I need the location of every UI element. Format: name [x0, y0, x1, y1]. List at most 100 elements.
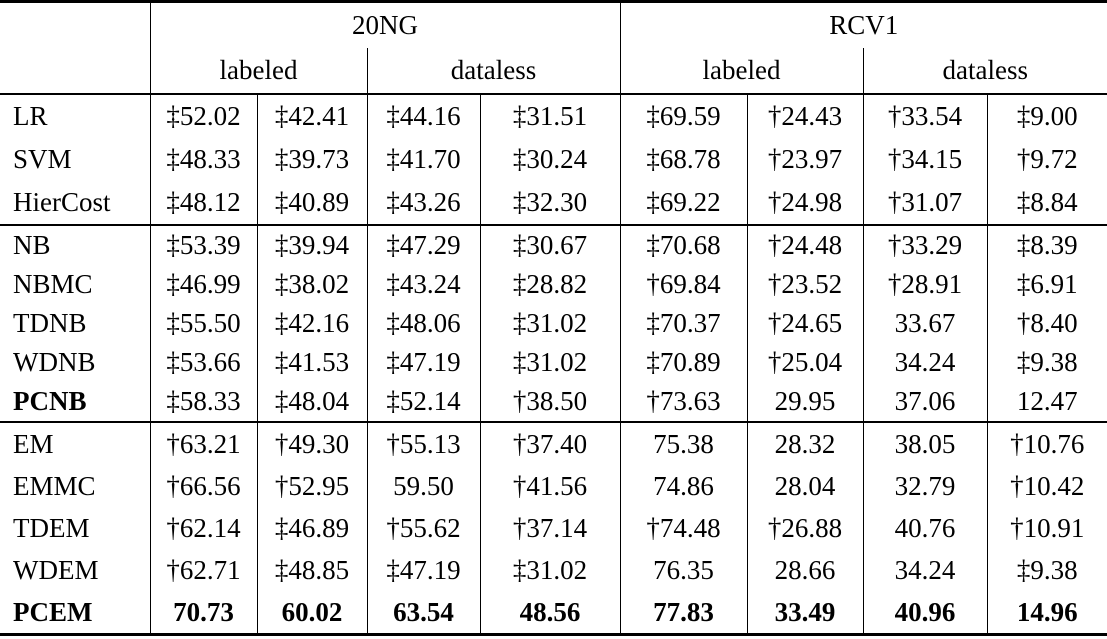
header-row-settings: labeled dataless labeled dataless [0, 48, 1107, 95]
value-cell: ‡47.19 [366, 549, 480, 591]
subheader-rcv1-labeled: labeled [619, 48, 863, 95]
corner-cell [0, 2, 150, 49]
value-cell: †8.40 [986, 304, 1107, 343]
value-cell: †23.97 [746, 138, 863, 181]
value-cell: †66.56 [149, 465, 257, 507]
row-label-nb: NB [0, 224, 150, 265]
value-cell: 12.47 [986, 382, 1107, 422]
table-row-lr: LR ‡52.02 ‡42.41 ‡44.16 ‡31.51 ‡69.59 †24.43 †3… [0, 94, 1107, 138]
value-cell: 40.96 [862, 591, 987, 635]
row-label-hiercost: HierCost [13, 187, 111, 217]
table-header: 20NG RCV1 labeled dataless labeled datal… [0, 1, 1107, 95]
value-cell: †10.76 [986, 421, 1107, 465]
value-cell: †34.15 [862, 138, 987, 181]
value-cell: †24.48 [746, 224, 863, 265]
value-cell: †24.98 [746, 181, 863, 225]
value-cell: 74.86 [619, 465, 747, 507]
value-cell: 75.38 [619, 421, 747, 465]
value-cell: 76.35 [619, 549, 747, 591]
value-cell: ‡46.99 [149, 265, 257, 304]
value-cell: ‡30.24 [479, 138, 620, 181]
value-cell: 28.66 [746, 549, 863, 591]
value-cell: †28.91 [862, 265, 987, 304]
value-cell: ‡69.22 [619, 181, 747, 225]
value-cell: ‡28.82 [479, 265, 620, 304]
value-cell: ‡31.51 [479, 94, 620, 138]
value-cell: ‡31.02 [479, 343, 620, 382]
value-cell: 38.05 [862, 421, 987, 465]
value-cell: †55.62 [366, 507, 480, 549]
table-row-wdem: WDEM †62.71 ‡48.85 ‡47.19 ‡31.02 76.35 28.66 34… [0, 549, 1107, 591]
value-cell: ‡39.94 [256, 224, 367, 265]
value-cell: ‡48.12 [149, 181, 257, 225]
subheader-20ng-labeled: labeled [149, 48, 367, 95]
value-cell: 37.06 [862, 382, 987, 422]
value-cell: ‡48.85 [256, 549, 367, 591]
table-body: LR ‡52.02 ‡42.41 ‡44.16 ‡31.51 ‡69.59 †24.43 †3… [0, 94, 1107, 635]
table-row-svm: SVM ‡48.33 ‡39.73 ‡41.70 ‡30.24 ‡68.78 †23.97 †… [0, 138, 1107, 181]
value-cell: †38.50 [479, 382, 620, 422]
value-cell: 34.24 [862, 549, 987, 591]
value-cell: †69.84 [619, 265, 747, 304]
value-cell: †73.63 [619, 382, 747, 422]
table-row-em: EM †63.21 †49.30 †55.13 †37.40 75.38 28.32 38.0… [0, 421, 1107, 465]
value-cell: ‡52.02 [149, 94, 257, 138]
row-label-tdnb: TDNB [13, 308, 87, 338]
value-cell: ‡32.30 [479, 181, 620, 225]
value-cell: ‡53.39 [149, 224, 257, 265]
value-cell: †25.04 [746, 343, 863, 382]
table-row-tdnb: TDNB ‡55.50 ‡42.16 ‡48.06 ‡31.02 ‡70.37 †24.65… [0, 304, 1107, 343]
row-label-wdnb: WDNB [13, 347, 96, 377]
value-cell: ‡9.38 [986, 549, 1107, 591]
row-label-wdem: WDEM [13, 554, 99, 585]
table-row-pcnb: PCNB ‡58.33 ‡48.04 ‡52.14 †38.50 †73.63 29.95 3… [0, 382, 1107, 422]
value-cell: ‡39.73 [256, 138, 367, 181]
value-cell: †62.71 [149, 549, 257, 591]
row-label-svm: SVM [13, 144, 72, 174]
value-cell: †55.13 [366, 421, 480, 465]
value-cell: †74.48 [619, 507, 747, 549]
value-cell: †31.07 [862, 181, 987, 225]
value-cell: ‡48.04 [256, 382, 367, 422]
value-cell: ‡42.16 [256, 304, 367, 343]
value-cell: ‡38.02 [256, 265, 367, 304]
value-cell: ‡44.16 [366, 94, 480, 138]
value-cell: ‡70.37 [619, 304, 747, 343]
header-row-datasets: 20NG RCV1 [0, 1, 1107, 49]
value-cell: 32.79 [862, 465, 987, 507]
table-row-nbmc: NBMC ‡46.99 ‡38.02 ‡43.24 ‡28.82 †69.84 †23.52… [0, 265, 1107, 304]
value-cell: 34.24 [862, 343, 987, 382]
value-cell: 48.56 [479, 591, 620, 635]
row-label-pcnb: PCNB [13, 386, 87, 416]
value-cell: ‡8.84 [986, 181, 1107, 225]
corner-cell [0, 48, 150, 95]
value-cell: 59.50 [366, 465, 480, 507]
row-label-nbmc: NBMC [13, 269, 93, 299]
value-cell: 29.95 [746, 382, 863, 422]
value-cell: ‡52.14 [366, 382, 480, 422]
value-cell: 70.73 [149, 591, 257, 635]
value-cell: ‡70.89 [619, 343, 747, 382]
value-cell: †37.40 [479, 421, 620, 465]
col-group-20ng: 20NG [149, 1, 620, 48]
value-cell: ‡47.29 [366, 224, 480, 265]
value-cell: ‡43.26 [366, 181, 480, 225]
value-cell: ‡55.50 [149, 304, 257, 343]
value-cell: 77.83 [619, 591, 747, 635]
value-cell: 40.76 [862, 507, 987, 549]
value-cell: ‡6.91 [986, 265, 1107, 304]
value-cell: ‡31.02 [479, 304, 620, 343]
value-cell: †10.42 [986, 465, 1107, 507]
value-cell: †33.54 [862, 94, 987, 138]
row-label-em: EM [0, 421, 150, 465]
table-row-pcem: PCEM 70.73 60.02 63.54 48.56 77.83 33.49 40.96 1… [0, 591, 1107, 635]
value-cell: †23.52 [746, 265, 863, 304]
value-cell: ‡9.00 [986, 94, 1107, 138]
value-cell: †49.30 [256, 421, 367, 465]
value-cell: 28.04 [746, 465, 863, 507]
value-cell: ‡9.38 [986, 343, 1107, 382]
value-cell: †37.14 [479, 507, 620, 549]
value-cell: ‡41.70 [366, 138, 480, 181]
value-cell: †24.43 [746, 94, 863, 138]
value-cell: 63.54 [366, 591, 480, 635]
